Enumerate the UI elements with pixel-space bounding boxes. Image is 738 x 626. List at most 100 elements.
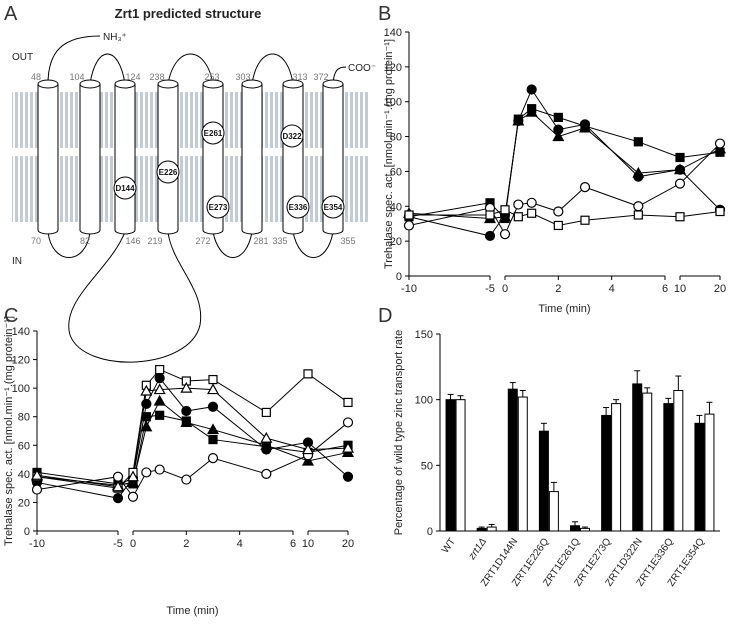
y-tick-label: 50 (421, 460, 433, 472)
loop (167, 53, 214, 85)
x-axis-label: Time (min) (538, 303, 590, 315)
marker (675, 152, 685, 163)
y-tick-label: 140 (12, 326, 30, 338)
y-tick-label: 100 (384, 97, 402, 109)
panel-label: C (4, 305, 18, 327)
residue-number: 335 (272, 236, 287, 246)
marker (553, 206, 564, 217)
marker (484, 230, 496, 242)
marker (207, 401, 219, 412)
y-tick-label: 60 (390, 166, 402, 178)
y-axis-label: Trehalase spec. act. [nmol.min⁻¹.(mg pro… (383, 39, 395, 269)
loop (251, 53, 294, 85)
marker (580, 215, 590, 225)
x-tick-label: WT (440, 536, 458, 555)
marker (715, 206, 725, 217)
marker (155, 364, 165, 375)
marker (141, 467, 152, 478)
terminus-label: NH₃⁺ (103, 32, 127, 43)
y-tick-label: 100 (415, 395, 433, 407)
series-line (408, 143, 721, 236)
x-tick-label: zrt1Δ (466, 536, 489, 563)
helix-top (202, 79, 224, 89)
marker (342, 417, 354, 428)
helix-top (79, 79, 101, 89)
marker (30, 469, 44, 480)
residue-label: E354 (324, 203, 343, 212)
marker (260, 439, 273, 450)
series-line (36, 368, 349, 489)
y-tick-label: 100 (12, 383, 30, 395)
marker (553, 112, 563, 123)
marker (403, 220, 415, 231)
bar (580, 527, 590, 532)
marker (112, 471, 124, 482)
helix (241, 84, 263, 235)
residue-number: 82 (80, 236, 90, 246)
series-line (36, 400, 349, 486)
bar (455, 399, 466, 532)
y-axis-label: Trehalase spec. act. [nmol.min⁻¹.(mg pro… (3, 316, 15, 546)
marker (261, 407, 271, 418)
marker (140, 384, 153, 396)
x-tick-label: 0 (502, 283, 508, 295)
marker (500, 205, 510, 215)
residue-circle (113, 176, 137, 200)
helix-top (241, 79, 263, 89)
x-tick-label: -10 (401, 283, 417, 295)
helix-top (114, 79, 136, 89)
marker (675, 212, 685, 222)
x-tick-label: 4 (237, 538, 243, 550)
residue-number: 253 (204, 72, 219, 82)
series-line (36, 422, 349, 498)
marker (154, 373, 165, 384)
bar (570, 525, 580, 532)
x-tick-label: 0 (130, 538, 136, 550)
x-tick-label: 10 (302, 538, 314, 550)
residue-number: 48 (31, 72, 41, 82)
y-tick-label: 60 (18, 440, 30, 452)
panel-label: A (4, 3, 18, 25)
marker (126, 476, 140, 488)
marker (527, 208, 537, 218)
residue-circle (201, 121, 225, 145)
marker (512, 114, 525, 126)
x-tick-label: 4 (609, 283, 615, 295)
bar (445, 399, 456, 532)
marker (153, 383, 166, 395)
helix (37, 84, 59, 235)
marker (141, 412, 151, 422)
residue-label: D322 (282, 132, 302, 141)
marker (498, 210, 512, 222)
series-line (408, 111, 721, 219)
residue-number: 124 (125, 72, 140, 82)
bar (476, 527, 487, 532)
bar (663, 403, 674, 532)
x-tick-label: 6 (662, 283, 668, 295)
y-tick-label: 20 (18, 497, 30, 509)
residue-number: 281 (253, 236, 268, 246)
bar (486, 526, 497, 532)
residue-label: D144 (115, 184, 135, 193)
y-tick-label: 40 (18, 469, 30, 481)
marker (206, 383, 220, 395)
bar (517, 396, 528, 532)
y-tick-label: 80 (18, 412, 30, 424)
bar (632, 383, 643, 532)
bar (673, 389, 684, 532)
marker (632, 166, 645, 178)
bar (548, 491, 559, 532)
series-line (408, 108, 721, 220)
x-tick-label: -10 (29, 538, 45, 550)
x-tick-label: 2 (183, 538, 189, 550)
residue-number: 303 (235, 72, 250, 82)
marker (633, 137, 643, 147)
marker (633, 201, 644, 212)
residue-label: E226 (159, 168, 178, 177)
marker (673, 163, 687, 175)
panel-label: D (378, 305, 392, 327)
residue-number: 372 (313, 72, 328, 82)
marker (633, 210, 643, 220)
residue-circle (206, 195, 230, 219)
